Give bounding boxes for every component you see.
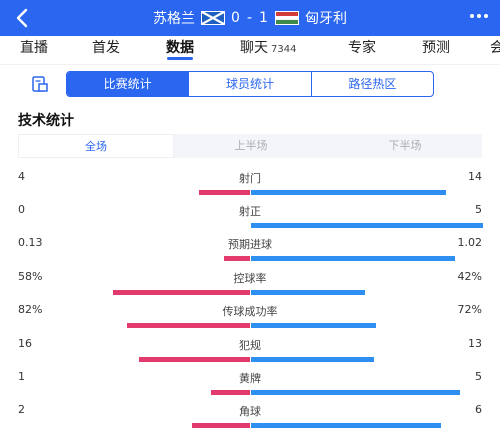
away-score: 1 — [259, 10, 269, 26]
away-value: 6 — [475, 403, 482, 416]
stat-name: 犯规 — [239, 339, 261, 352]
period-tabs: 全场 上半场 下半场 — [18, 134, 482, 158]
home-bar — [127, 323, 250, 328]
subtab-match-stats[interactable]: 比赛统计 — [67, 72, 189, 96]
hungary-flag-icon — [274, 11, 299, 25]
tab-label: 直播 — [20, 40, 48, 56]
stat-name: 控球率 — [233, 272, 267, 285]
home-bar — [192, 423, 250, 428]
tab-label: 专家 — [348, 40, 376, 56]
tab-data[interactable]: 数据 — [166, 36, 194, 60]
away-team-name: 匈牙利 — [304, 11, 347, 27]
chevron-left-icon[interactable] — [12, 6, 34, 30]
more-dots-icon[interactable] — [470, 14, 488, 18]
tab-label: 聊天 — [240, 40, 268, 56]
section-title: 技术统计 — [18, 113, 74, 129]
subtab-player-stats[interactable]: 球员统计 — [188, 72, 310, 96]
away-bar — [251, 223, 483, 228]
away-bar — [251, 290, 365, 295]
document-icon[interactable] — [30, 74, 50, 94]
scotland-flag-icon — [201, 11, 226, 25]
away-value: 14 — [468, 170, 482, 183]
away-bar — [251, 323, 376, 328]
stat-name: 射正 — [239, 205, 261, 218]
away-value: 72% — [457, 303, 482, 316]
home-value: 58% — [18, 270, 43, 283]
period-full[interactable]: 全场 — [18, 134, 174, 158]
tab-lineup[interactable]: 首发 — [92, 36, 120, 60]
tab-label: 数据 — [166, 40, 194, 56]
stat-row-fouls: 16 犯规 13 — [18, 337, 482, 367]
stat-row-possession: 58% 控球率 42% — [18, 270, 482, 300]
stat-row-pass-accuracy: 82% 传球成功率 72% — [18, 303, 482, 333]
stat-name: 预期进球 — [228, 238, 272, 251]
stat-bar-track — [18, 256, 482, 261]
stat-row-corners: 2 角球 6 — [18, 403, 482, 433]
away-bar — [251, 256, 455, 261]
dot — [470, 14, 474, 18]
home-score: 0 — [231, 10, 241, 26]
tab-experts[interactable]: 专家 — [348, 36, 376, 60]
away-value: 13 — [468, 337, 482, 350]
home-value: 82% — [18, 303, 43, 316]
away-value: 5 — [475, 370, 482, 383]
away-bar — [251, 190, 446, 195]
home-value: 4 — [18, 170, 25, 183]
match-header: 苏格兰 0 - 1 匈牙利 — [0, 0, 500, 36]
main-tabs: 直播 首发 数据 聊天 7344 专家 预测 会 — [0, 36, 500, 64]
stat-bar-track — [18, 390, 482, 395]
home-bar — [113, 290, 250, 295]
away-value: 1.02 — [457, 236, 483, 249]
tab-more[interactable]: 会 — [490, 36, 500, 60]
home-value: 1 — [18, 370, 25, 383]
home-bar — [211, 390, 250, 395]
home-bar — [199, 190, 250, 195]
stats-subtabs: 比赛统计 球员统计 路径热区 — [0, 70, 500, 98]
dot — [484, 14, 488, 18]
stat-name: 黄牌 — [239, 372, 261, 385]
home-value: 2 — [18, 403, 25, 416]
match-scoreline: 苏格兰 0 - 1 匈牙利 — [0, 0, 500, 36]
stat-bar-track — [18, 323, 482, 328]
tabs-divider — [0, 64, 500, 65]
tab-chat[interactable]: 聊天 7344 — [240, 36, 296, 62]
period-first-half[interactable]: 上半场 — [234, 139, 268, 152]
tab-live[interactable]: 直播 — [20, 36, 48, 60]
away-value: 5 — [475, 203, 482, 216]
subtab-segment: 比赛统计 球员统计 路径热区 — [66, 71, 434, 97]
tab-label: 预测 — [422, 40, 450, 56]
stat-bar-track — [18, 357, 482, 362]
home-value: 0 — [18, 203, 25, 216]
stat-row-shots-on-target: 0 射正 5 — [18, 203, 483, 233]
stat-name: 角球 — [239, 405, 261, 418]
score-separator: - — [246, 10, 254, 26]
away-bar — [251, 390, 460, 395]
home-value: 0.13 — [18, 236, 43, 249]
home-team-name: 苏格兰 — [153, 11, 196, 27]
home-bar — [224, 256, 250, 261]
stat-bar-track — [18, 423, 482, 428]
stat-bar-track — [18, 290, 482, 295]
stat-bar-track — [18, 190, 482, 195]
away-bar — [251, 423, 441, 428]
tab-label: 首发 — [92, 40, 120, 56]
active-tab-indicator — [167, 57, 193, 60]
stat-bar-track — [18, 223, 483, 228]
home-bar — [139, 357, 250, 362]
tab-predict[interactable]: 预测 — [422, 36, 450, 60]
away-bar — [251, 357, 374, 362]
stat-name: 传球成功率 — [222, 305, 278, 318]
chat-count: 7344 — [271, 44, 297, 55]
subtab-heatmap[interactable]: 路径热区 — [310, 72, 433, 96]
away-value: 42% — [457, 270, 482, 283]
period-second-half[interactable]: 下半场 — [388, 139, 422, 152]
stat-name: 射门 — [239, 172, 261, 185]
dot — [477, 14, 481, 18]
stat-row-shots: 4 射门 14 — [18, 170, 482, 200]
stat-row-yellow-cards: 1 黄牌 5 — [18, 370, 482, 400]
tab-label: 会 — [490, 40, 500, 56]
stat-row-expected-goals: 0.13 预期进球 1.02 — [18, 236, 482, 266]
home-value: 16 — [18, 337, 32, 350]
